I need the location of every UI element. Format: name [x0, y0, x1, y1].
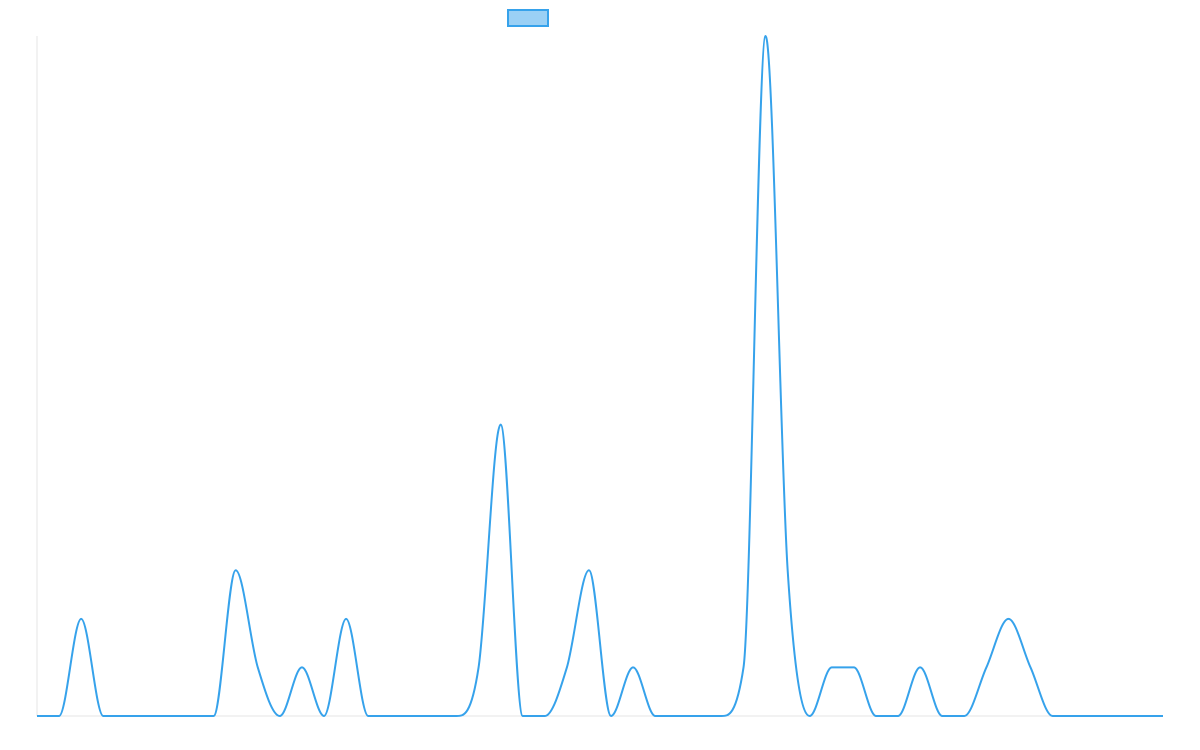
- series-line[interactable]: [37, 35, 1163, 717]
- legend-swatch[interactable]: [507, 9, 549, 27]
- series-layer: [37, 35, 1163, 717]
- legend[interactable]: [507, 9, 549, 27]
